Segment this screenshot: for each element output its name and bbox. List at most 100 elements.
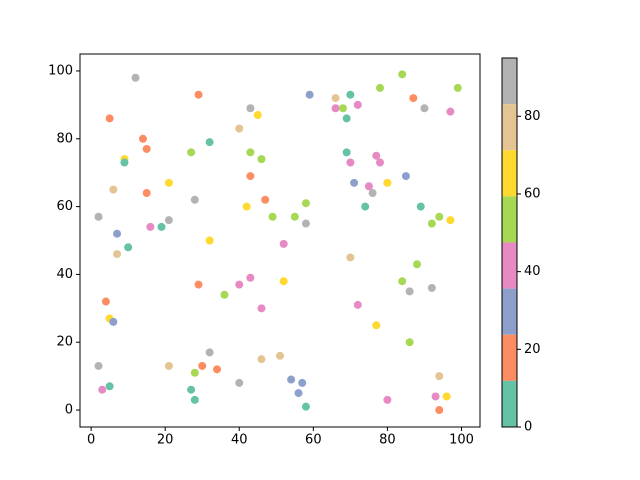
point <box>342 148 351 157</box>
point <box>376 158 384 167</box>
point <box>413 260 422 269</box>
point <box>346 253 355 262</box>
point <box>342 114 351 123</box>
y-tick-label: 40 <box>56 267 73 282</box>
x-tick-label: 60 <box>305 433 322 448</box>
plot-frame <box>79 53 481 428</box>
point <box>235 378 244 387</box>
y-tick-label: 60 <box>56 199 73 214</box>
point <box>446 216 455 225</box>
x-tick-label: 20 <box>157 433 174 448</box>
point <box>409 94 418 103</box>
point <box>353 100 362 109</box>
point <box>372 321 381 330</box>
point <box>235 124 244 133</box>
point <box>279 277 288 286</box>
y-tick-label: 80 <box>56 131 73 146</box>
x-tick-label: 0 <box>87 433 95 448</box>
point <box>298 378 307 387</box>
point <box>383 395 392 404</box>
point <box>246 172 255 181</box>
point <box>398 70 407 79</box>
point <box>416 202 425 211</box>
point <box>442 392 451 401</box>
point <box>346 158 355 167</box>
x-tick-label: 80 <box>379 433 396 448</box>
colorbar-tick-label: 60 <box>524 186 541 201</box>
point <box>131 73 140 82</box>
point <box>276 351 284 360</box>
y-tick-label: 100 <box>48 63 73 78</box>
point <box>420 104 429 113</box>
point <box>446 107 455 116</box>
point <box>290 212 299 221</box>
point <box>142 189 151 198</box>
point <box>401 172 410 181</box>
point <box>205 138 214 147</box>
colorbar-tick-label: 40 <box>524 264 541 279</box>
colorbar-tick-label: 0 <box>524 420 532 435</box>
point <box>242 202 251 211</box>
point <box>383 178 392 187</box>
point <box>398 277 407 286</box>
point <box>109 317 118 326</box>
colorbar-segment <box>502 58 517 105</box>
point <box>190 195 199 204</box>
colorbar-frame <box>501 57 518 428</box>
point <box>453 83 462 92</box>
point <box>350 178 359 187</box>
point <box>124 243 133 252</box>
point <box>220 290 229 299</box>
point <box>376 83 384 92</box>
point <box>346 90 355 99</box>
point <box>427 283 436 292</box>
point <box>301 199 310 208</box>
colorbar-segment <box>502 150 517 197</box>
point <box>113 229 122 238</box>
point <box>246 148 255 157</box>
point <box>301 219 310 228</box>
colorbar-segment <box>502 104 517 151</box>
point <box>190 395 199 404</box>
point <box>294 389 303 398</box>
point <box>372 151 381 160</box>
point <box>109 185 118 194</box>
point <box>435 372 444 381</box>
point <box>235 280 244 289</box>
point <box>246 104 255 113</box>
point <box>246 273 255 282</box>
point <box>405 338 414 347</box>
point <box>164 216 173 225</box>
point <box>257 304 266 313</box>
point <box>146 222 155 231</box>
point <box>338 104 347 113</box>
point <box>261 195 270 204</box>
y-tick-label: 0 <box>65 403 73 418</box>
point <box>164 178 173 187</box>
point <box>427 219 436 228</box>
point <box>305 90 314 99</box>
point <box>287 375 296 384</box>
y-tick-label: 20 <box>56 335 73 350</box>
point <box>194 280 203 289</box>
point <box>435 212 444 221</box>
point <box>187 385 196 394</box>
point <box>253 111 262 120</box>
point <box>435 406 444 415</box>
point <box>105 382 114 391</box>
point <box>157 222 166 231</box>
point <box>198 361 207 370</box>
point <box>138 134 147 143</box>
point <box>353 300 362 309</box>
colorbar-segment <box>502 242 517 289</box>
point <box>331 104 340 113</box>
colorbar-segment <box>502 288 517 335</box>
point <box>94 212 103 221</box>
point <box>94 361 103 370</box>
point <box>268 212 277 221</box>
point <box>120 158 129 167</box>
point <box>279 239 288 248</box>
point <box>257 355 266 364</box>
point <box>187 148 196 157</box>
